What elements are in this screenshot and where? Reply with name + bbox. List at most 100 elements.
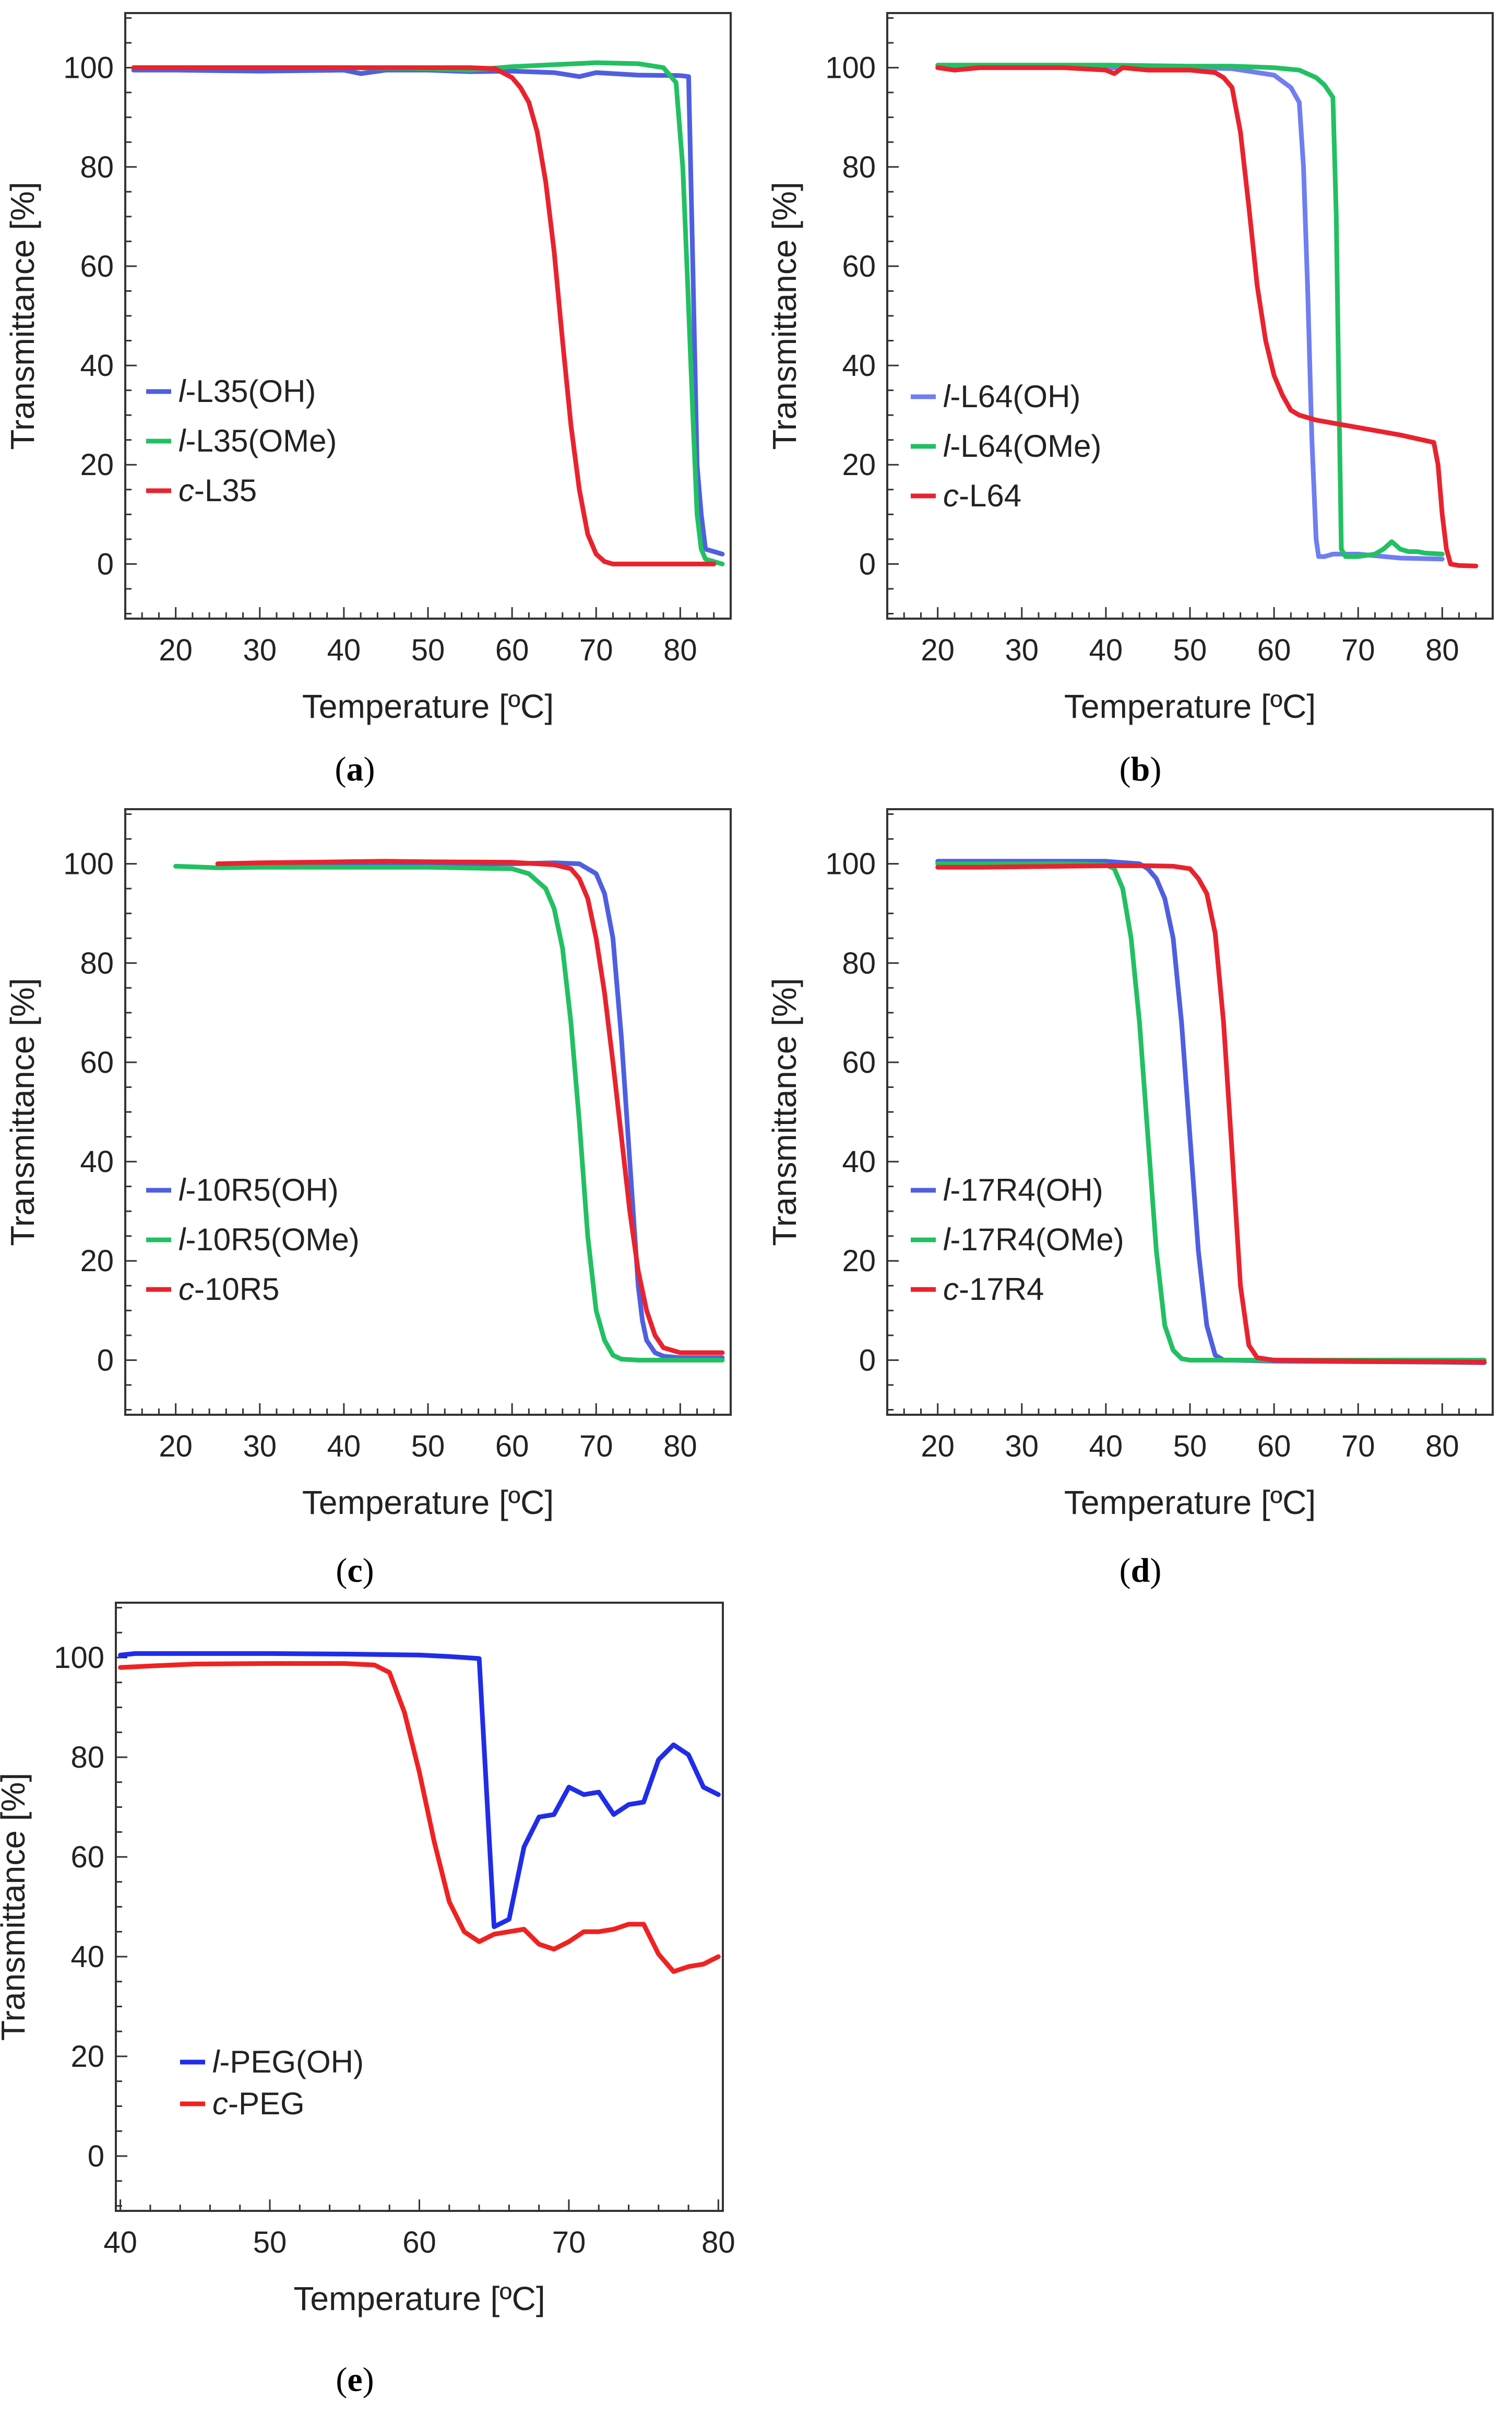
series-line-l-peg-oh- bbox=[118, 1651, 721, 1929]
x-tick-label: 40 bbox=[327, 1429, 361, 1463]
y-tick-label: 80 bbox=[842, 946, 876, 980]
y-tick-label: 40 bbox=[842, 349, 876, 383]
chart-panel-b: 20 30 40 50 60 70 80 0 20 40 60 80 100 Temperature [º… bbox=[766, 12, 1494, 788]
y-tick-label: 0 bbox=[859, 1343, 876, 1377]
y-tick-label: 0 bbox=[97, 1343, 114, 1377]
chart-panel-e: 40 50 60 70 80 0 20 40 60 80 100 Temperature [ºC] Tr… bbox=[0, 1602, 735, 2399]
x-tick-label: 30 bbox=[243, 1429, 277, 1463]
series-line-l-l64-ome- bbox=[935, 63, 1445, 559]
x-tick-label: 40 bbox=[1089, 1429, 1123, 1463]
y-tick-label: 80 bbox=[70, 1741, 104, 1774]
x-tick-label: 80 bbox=[663, 633, 697, 667]
panel-label: (e) bbox=[336, 2361, 374, 2399]
legend-entry: l-17R4(OH) bbox=[943, 1173, 1103, 1208]
y-tick-label: 100 bbox=[54, 1641, 104, 1675]
plot-frame bbox=[115, 1602, 724, 2212]
x-tick-label: 60 bbox=[495, 1429, 529, 1463]
x-tick-label: 20 bbox=[921, 633, 955, 667]
x-tick-label: 30 bbox=[1005, 633, 1039, 667]
panel-label: (c) bbox=[336, 1552, 374, 1590]
y-tick-label: 80 bbox=[842, 150, 876, 184]
legend: l-PEG(OH) c-PEG bbox=[180, 2044, 364, 2121]
x-tick-label: 60 bbox=[1257, 633, 1291, 667]
x-tick-label: 40 bbox=[1089, 633, 1123, 667]
x-tick-label: 50 bbox=[253, 2225, 287, 2259]
series-line-l-10r5-oh- bbox=[215, 860, 725, 1360]
x-tick-label: 40 bbox=[103, 2225, 137, 2259]
legend-entry: c-L64 bbox=[943, 478, 1021, 513]
x-tick-label: 70 bbox=[579, 633, 613, 667]
x-tick-label: 80 bbox=[1425, 633, 1459, 667]
x-tick-label: 80 bbox=[663, 1429, 697, 1463]
panel-label: (d) bbox=[1120, 1552, 1162, 1590]
x-tick-label: 60 bbox=[402, 2225, 436, 2259]
plot-frame bbox=[124, 12, 732, 620]
y-tick-label: 80 bbox=[80, 150, 114, 184]
plot-frame bbox=[124, 808, 732, 1416]
legend: l-10R5(OH) l-10R5(OMe) c-10R5 bbox=[146, 1173, 360, 1307]
legend: l-L35(OH) l-L35(OMe) c-L35 bbox=[146, 374, 337, 508]
legend-entry: l-L35(OMe) bbox=[178, 423, 337, 458]
x-tick-label: 60 bbox=[495, 633, 529, 667]
x-tick-label: 70 bbox=[552, 2225, 586, 2259]
y-tick-label: 100 bbox=[63, 51, 114, 85]
chart-panel-c: 20 30 40 50 60 70 80 0 20 40 60 80 100 Temperature [º… bbox=[4, 808, 732, 1590]
panel-label: (a) bbox=[335, 750, 375, 788]
y-tick-label: 40 bbox=[80, 349, 114, 383]
y-tick-label: 60 bbox=[70, 1840, 104, 1874]
y-tick-label: 40 bbox=[70, 1940, 104, 1974]
x-tick-label: 50 bbox=[411, 1429, 445, 1463]
series-line-c-peg bbox=[118, 1661, 721, 1974]
series-line-l-l35-oh- bbox=[131, 67, 725, 557]
legend: l-L64(OH) l-L64(OMe) c-L64 bbox=[911, 379, 1101, 513]
x-tick-label: 50 bbox=[411, 633, 445, 667]
y-tick-label: 20 bbox=[842, 448, 876, 482]
x-tick-label: 20 bbox=[159, 1429, 193, 1463]
x-tick-label: 80 bbox=[701, 2225, 735, 2259]
legend-entry: l-L64(OMe) bbox=[943, 429, 1101, 464]
y-tick-label: 20 bbox=[80, 1244, 114, 1278]
plot-frame bbox=[886, 12, 1494, 620]
y-axis-title: Transmittance [%] bbox=[0, 1773, 32, 2041]
y-tick-label: 40 bbox=[80, 1145, 114, 1179]
legend-entry: l-10R5(OMe) bbox=[178, 1222, 360, 1257]
y-tick-label: 0 bbox=[97, 547, 114, 581]
legend-entry: l-L35(OH) bbox=[178, 374, 316, 409]
y-tick-label: 20 bbox=[70, 2040, 104, 2074]
legend-entry: l-L64(OH) bbox=[943, 379, 1080, 414]
legend-entry: l-10R5(OH) bbox=[178, 1173, 339, 1208]
legend-entry: l-17R4(OMe) bbox=[943, 1222, 1124, 1257]
chart-panel-a: 20 30 40 50 60 70 80 0 20 40 60 80 100 Temperature [º… bbox=[4, 12, 732, 788]
x-tick-label: 50 bbox=[1173, 633, 1207, 667]
x-tick-label: 50 bbox=[1173, 1429, 1207, 1463]
x-tick-label: 60 bbox=[1257, 1429, 1291, 1463]
series-line-c-l64 bbox=[935, 65, 1479, 569]
y-tick-label: 60 bbox=[80, 250, 114, 283]
x-tick-label: 30 bbox=[243, 633, 277, 667]
x-tick-label: 30 bbox=[1005, 1429, 1039, 1463]
series-line-l-10r5-ome- bbox=[173, 863, 725, 1363]
x-tick-label: 40 bbox=[327, 633, 361, 667]
y-axis-title: Transmittance [%] bbox=[4, 978, 41, 1246]
y-tick-label: 20 bbox=[842, 1244, 876, 1278]
legend-entry: c-PEG bbox=[212, 2086, 305, 2121]
y-tick-label: 100 bbox=[63, 847, 114, 881]
x-tick-label: 70 bbox=[579, 1429, 613, 1463]
y-axis-title: Transmittance [%] bbox=[766, 182, 803, 449]
legend-entry: c-17R4 bbox=[943, 1272, 1044, 1307]
legend-entry: l-PEG(OH) bbox=[212, 2044, 364, 2079]
y-tick-label: 80 bbox=[80, 946, 114, 980]
legend: l-17R4(OH) l-17R4(OMe) c-17R4 bbox=[911, 1173, 1124, 1307]
series-line-c-10r5 bbox=[215, 859, 725, 1355]
y-tick-label: 0 bbox=[859, 547, 876, 581]
chart-panel-d: 20 30 40 50 60 70 80 0 20 40 60 80 100 Temperature [º… bbox=[766, 808, 1494, 1590]
series-line-c-17r4 bbox=[935, 863, 1487, 1365]
series-line-c-l35 bbox=[131, 65, 717, 566]
panel-label: (b) bbox=[1120, 750, 1162, 788]
x-tick-label: 20 bbox=[159, 633, 193, 667]
legend-entry: c-10R5 bbox=[178, 1272, 279, 1307]
x-axis-title: Temperature [ºC] bbox=[293, 2280, 545, 2317]
y-axis-title: Transmittance [%] bbox=[4, 182, 41, 449]
x-tick-label: 80 bbox=[1425, 1429, 1459, 1463]
